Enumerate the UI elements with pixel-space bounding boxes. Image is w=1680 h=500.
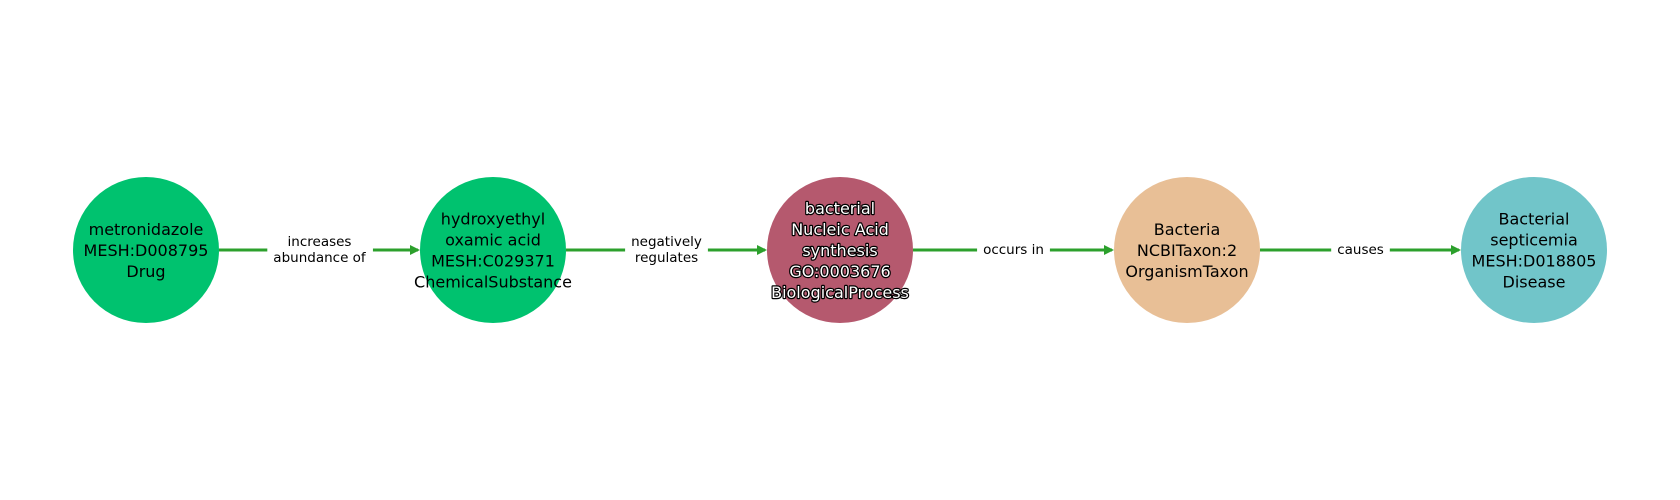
node-label-line: metronidazole: [89, 220, 204, 239]
node-label-line: Bacterial: [1499, 209, 1570, 228]
node-label-line: NCBITaxon:2: [1137, 241, 1237, 260]
node-label-line: MESH:D018805: [1472, 251, 1597, 270]
edge-label-line: occurs in: [983, 242, 1044, 258]
nodes-layer: metronidazole MESH:D008795 Drug hydroxyethy…: [73, 177, 1607, 323]
edge-label-line: causes: [1337, 242, 1384, 258]
edge-2: occurs in: [913, 241, 1114, 259]
node-label: metronidazole MESH:D008795 Drug: [84, 220, 209, 281]
node-label: Bacteria NCBITaxon:2 OrganismTaxon: [1125, 220, 1248, 281]
edge-label-background: [267, 233, 373, 267]
node-bacterial-nucleic-acid-synthesis: bacterial Nucleic Acid synthesis GO:0003676…: [767, 177, 913, 323]
node-label-line: septicemia: [1490, 230, 1578, 249]
node-label-line: Disease: [1503, 272, 1566, 291]
edge-label: causes: [1337, 242, 1384, 258]
node-label-line: MESH:D008795: [84, 241, 209, 260]
node-label-line: hydroxyethyl: [441, 209, 545, 228]
node-metronidazole: metronidazole MESH:D008795 Drug: [73, 177, 219, 323]
edge-3: causes: [1260, 241, 1461, 259]
edge-1: negatively regulates: [566, 233, 767, 267]
node-label-line: Bacteria: [1154, 220, 1221, 239]
edge-label: negatively regulates: [631, 234, 702, 266]
node-label-line: Drug: [126, 262, 165, 281]
node-label-line: GO:0003676: [789, 262, 890, 281]
edge-label-line: negatively: [631, 234, 702, 250]
edge-label: increases abundance of: [273, 234, 367, 266]
node-bacterial-septicemia: Bacterial septicemia MESH:D018805 Disease: [1461, 177, 1607, 323]
node-label-line: oxamic acid: [445, 230, 541, 249]
edge-label: occurs in: [983, 242, 1044, 258]
node-bacteria: Bacteria NCBITaxon:2 OrganismTaxon: [1114, 177, 1260, 323]
edges-layer: increases abundance of negatively regulates…: [219, 233, 1461, 267]
edge-label-line: regulates: [635, 250, 698, 266]
node-circle: [1461, 177, 1607, 323]
edge-0: increases abundance of: [219, 233, 420, 267]
node-label-line: MESH:C029371: [431, 251, 555, 270]
node-label-line: BiologicalProcess: [771, 283, 909, 302]
node-label-line: ChemicalSubstance: [414, 272, 572, 291]
node-hydroxyethyl-oxamic-acid: hydroxyethyl oxamic acid MESH:C029371 Chemi…: [414, 177, 572, 323]
node-label: hydroxyethyl oxamic acid MESH:C029371 Chemi…: [414, 209, 572, 291]
edge-label-line: abundance of: [273, 250, 367, 266]
node-circle: [73, 177, 219, 323]
node-label: Bacterial septicemia MESH:D018805 Disease: [1472, 209, 1597, 291]
edge-label-background: [977, 241, 1050, 259]
node-label: bacterial Nucleic Acid synthesis GO:0003676…: [771, 199, 909, 302]
node-circle: [767, 177, 913, 323]
edge-label-background: [625, 233, 708, 267]
node-label-line: bacterial: [805, 199, 875, 218]
node-label-line: OrganismTaxon: [1125, 262, 1248, 281]
edge-label-background: [1331, 241, 1390, 259]
node-label-line: synthesis: [802, 241, 877, 260]
edge-label-line: increases: [288, 234, 352, 250]
node-circle: [1114, 177, 1260, 323]
node-circle: [420, 177, 566, 323]
node-label-line: Nucleic Acid: [791, 220, 889, 239]
